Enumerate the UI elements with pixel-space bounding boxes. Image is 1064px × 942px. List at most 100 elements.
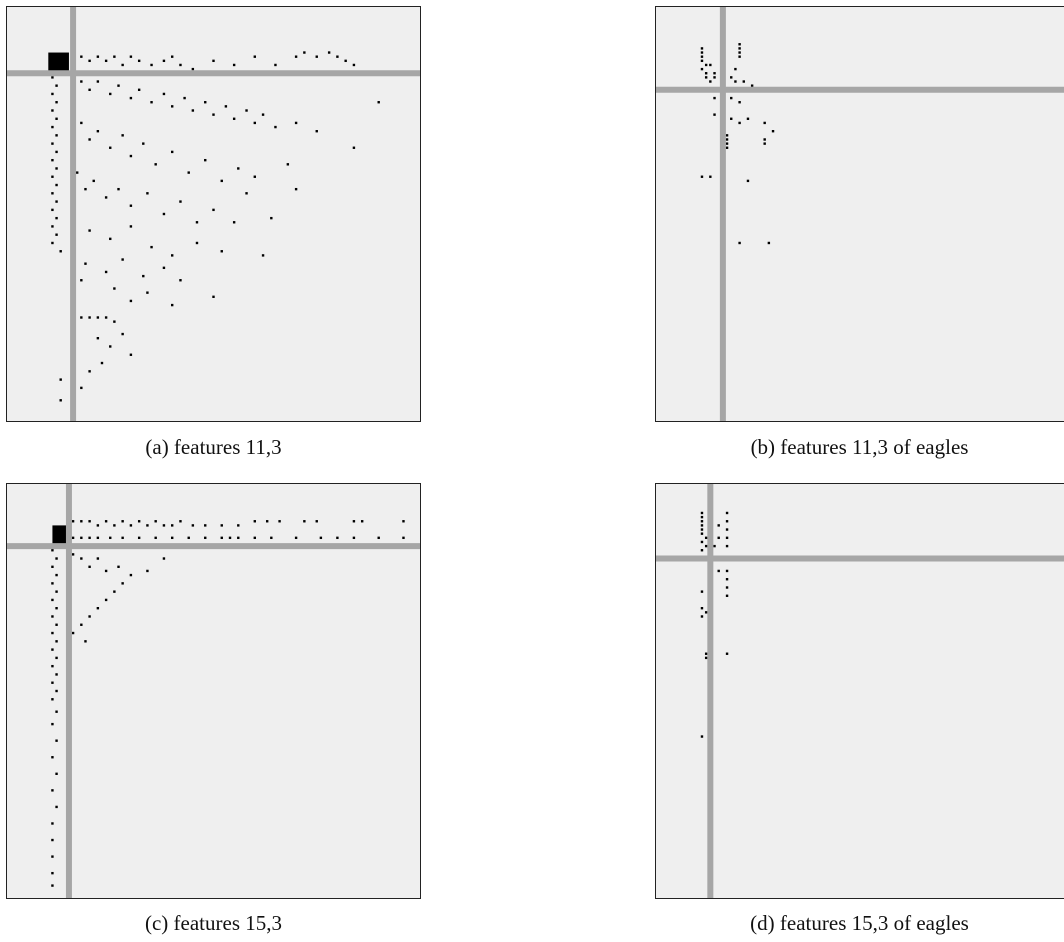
data-point [265,520,269,523]
data-point [734,80,737,83]
data-point [734,67,737,71]
data-point [738,51,741,54]
data-point [700,590,704,593]
data-point [51,722,54,726]
data-point [220,536,223,540]
data-point [55,134,58,137]
data-point [51,109,54,112]
data-point [55,573,58,577]
data-point [154,536,157,540]
data-point [51,681,54,684]
data-point [195,221,199,224]
data-point [59,250,62,253]
data-point [191,524,195,527]
data-point [261,254,265,257]
data-point [717,569,720,573]
data-point [80,279,83,282]
data-point [121,332,124,336]
data-point [51,664,54,668]
data-point [700,615,704,618]
data-point [713,76,716,79]
data-point [738,43,741,46]
data-point [109,536,112,540]
data-point [146,192,149,195]
data-point [237,524,240,527]
data-point [179,520,182,523]
data-point [402,520,405,523]
data-point [767,241,771,245]
data-point [51,208,54,212]
data-point [253,520,256,523]
data-point [171,536,174,540]
data-point [713,113,716,116]
data-point [55,200,58,203]
data-point [104,59,108,63]
data-point [191,67,195,71]
data-point [55,772,58,775]
data-point [129,524,133,527]
data-point [71,631,75,635]
data-point [113,590,116,593]
data-point [730,96,733,100]
data-point [220,524,223,527]
data-point [303,51,306,54]
data-point [763,138,766,141]
data-point [700,51,704,54]
data-point [294,121,298,125]
data-point [228,536,232,540]
data-point [704,544,708,548]
data-point [121,582,124,585]
data-point [162,59,166,63]
data-point [117,565,120,568]
data-point [129,96,133,100]
data-point [100,361,104,365]
data-point [179,63,182,67]
data-point [700,532,704,535]
data-point [51,142,54,145]
data-point [113,320,116,323]
data-point [88,59,91,63]
data-point [738,241,741,245]
data-point [104,316,108,319]
data-point [224,105,228,108]
data-point [274,125,277,129]
data-point [80,55,83,58]
data-point [51,871,54,875]
data-point [725,520,729,523]
data-point [237,536,240,540]
data-point [84,640,87,643]
data-point [377,101,380,104]
data-point [51,598,54,602]
data-point [700,175,704,178]
data-point [51,756,54,759]
scatter-svg [7,7,420,421]
data-point [80,386,83,390]
data-point [270,536,273,540]
data-point [137,59,141,63]
data-point [717,524,720,527]
data-point [336,536,339,540]
data-point [746,117,750,120]
data-point [129,55,133,58]
data-point [55,689,58,693]
data-point [96,55,100,58]
data-point [51,565,54,568]
data-point [746,179,750,183]
data-point [109,237,112,241]
data-point [55,183,58,187]
data-point [55,167,58,170]
data-point [704,63,708,67]
dense-point-cluster [48,52,69,74]
scatter-svg [7,484,420,898]
data-point [725,586,729,589]
data-point [55,150,58,154]
data-point [121,520,124,523]
data-point [220,250,223,253]
data-point [725,652,729,655]
data-point [55,805,58,809]
data-point [121,63,124,67]
data-point [55,590,58,593]
data-point [303,520,306,523]
data-point [352,520,356,523]
caption-a: (a) features 11,3 [145,435,282,459]
